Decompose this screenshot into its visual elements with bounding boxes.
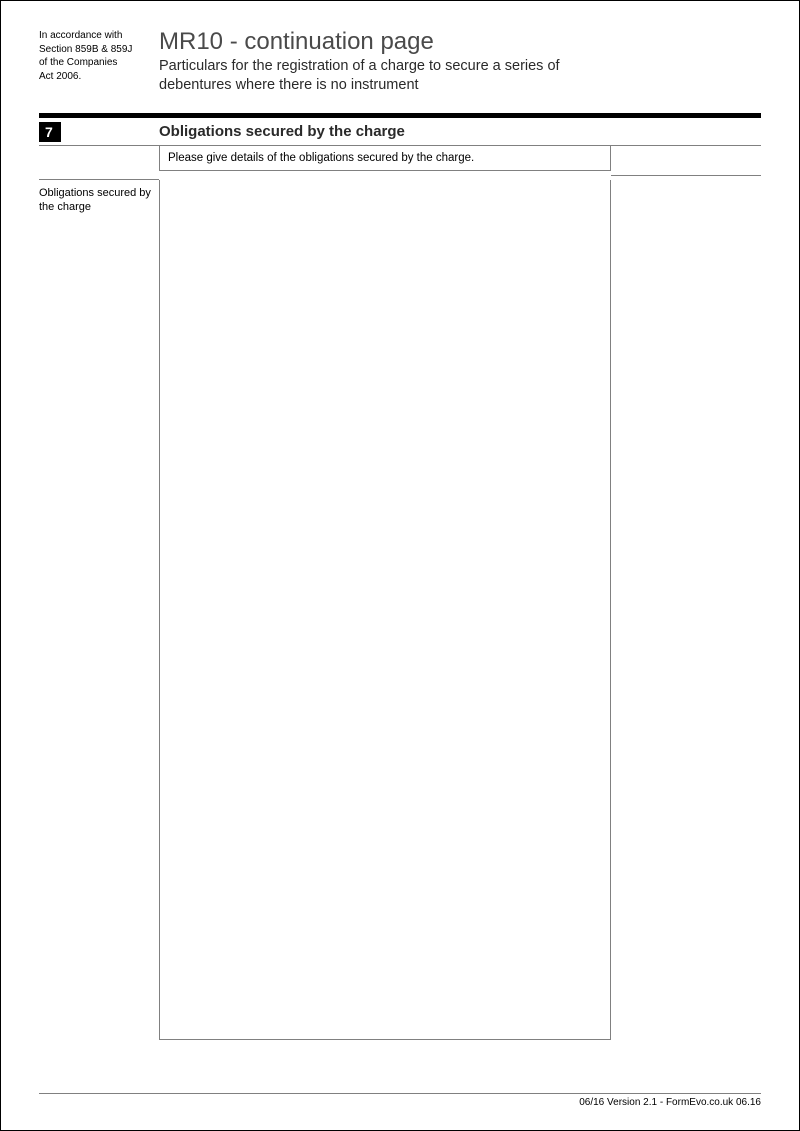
section-title: Obligations secured by the charge — [159, 123, 405, 140]
section-instruction: Please give details of the obligations s… — [159, 146, 611, 171]
section-side-label: Obligations secured by the charge — [39, 180, 159, 1040]
obligations-textarea[interactable] — [159, 180, 611, 1040]
form-title: MR10 - continuation page — [159, 29, 761, 55]
section-textarea-wrap — [159, 180, 611, 1040]
section-number: 7 — [39, 122, 61, 142]
legal-note-line: In accordance with — [39, 29, 151, 43]
form-page: In accordance with Section 859B & 859J o… — [0, 0, 800, 1131]
footer-version: 06/16 Version 2.1 - FormEvo.co.uk 06.16 — [579, 1097, 761, 1108]
header-titles: MR10 - continuation page Particulars for… — [159, 29, 761, 95]
section-number-cell: 7 — [39, 118, 159, 145]
section-content-row: Obligations secured by the charge — [39, 180, 761, 1040]
header: In accordance with Section 859B & 859J o… — [1, 1, 799, 113]
form-subtitle: Particulars for the registration of a ch… — [159, 57, 589, 95]
legal-note-line: Section 859B & 859J — [39, 43, 151, 57]
section-right-spacer2 — [611, 180, 761, 1040]
legal-note: In accordance with Section 859B & 859J o… — [39, 29, 159, 95]
bottom-rule — [39, 1093, 761, 1094]
section-title-cell: Obligations secured by the charge — [159, 118, 761, 145]
section-instruction-row: Please give details of the obligations s… — [39, 146, 761, 180]
section-header: 7 Obligations secured by the charge — [39, 118, 761, 146]
section-left-spacer — [39, 146, 159, 180]
section-right-spacer — [611, 146, 761, 180]
legal-note-line: of the Companies — [39, 56, 151, 70]
section-middle: Please give details of the obligations s… — [159, 146, 611, 180]
section-right-border — [611, 146, 761, 176]
legal-note-line: Act 2006. — [39, 70, 151, 84]
